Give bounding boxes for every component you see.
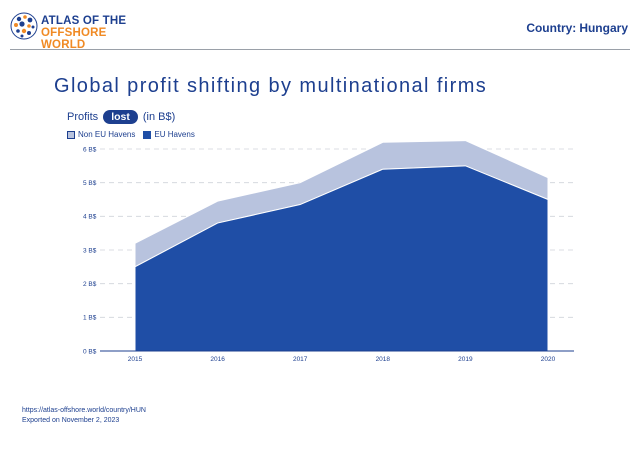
y-tick-label: 5 B$	[83, 180, 97, 187]
y-tick-label: 2 B$	[83, 281, 97, 288]
logo: ATLAS OF THE OFFSHORE WORLD	[10, 12, 150, 51]
chart-legend: Non EU Havens EU Havens	[67, 130, 203, 139]
x-tick-label: 2019	[458, 356, 473, 363]
globe-logo-icon	[10, 12, 38, 40]
x-tick-label: 2015	[128, 356, 143, 363]
subtitle-suffix: (in B$)	[142, 111, 176, 123]
x-tick-label: 2020	[541, 356, 556, 363]
x-tick-label: 2017	[293, 356, 308, 363]
footer: https://atlas-offshore.world/country/HUN…	[22, 406, 146, 425]
y-tick-label: 3 B$	[83, 247, 97, 254]
x-tick-label: 2016	[210, 356, 225, 363]
x-tick-label: 2018	[376, 356, 391, 363]
y-tick-label: 4 B$	[83, 214, 97, 221]
legend-label-non-eu: Non EU Havens	[78, 130, 136, 139]
country-label: Country: Hungary	[526, 21, 628, 35]
page-title: Global profit shifting by multinational …	[54, 75, 488, 97]
y-tick-label: 1 B$	[83, 315, 97, 322]
y-tick-label: 0 B$	[83, 348, 97, 355]
lost-toggle-pill[interactable]: lost	[103, 110, 138, 124]
footer-export-date: Exported on November 2, 2023	[22, 416, 120, 424]
country-prefix: Country:	[526, 21, 577, 35]
legend-item-eu[interactable]: EU Havens	[143, 130, 195, 139]
country-name: Hungary	[579, 21, 628, 35]
legend-swatch-eu	[143, 130, 152, 139]
chart-subtitle: Profits lost (in B$)	[67, 110, 175, 124]
logo-line-1: ATLAS OF THE	[41, 15, 127, 27]
header-divider	[10, 49, 630, 50]
legend-swatch-non-eu	[67, 130, 75, 139]
subtitle-prefix: Profits	[67, 111, 99, 123]
legend-item-non-eu[interactable]: Non EU Havens	[67, 130, 135, 139]
logo-line-2: OFFSHORE WORLD	[41, 27, 107, 51]
area-eu-havens	[134, 165, 549, 352]
y-tick-label: 6 B$	[83, 146, 97, 153]
footer-url[interactable]: https://atlas-offshore.world/country/HUN	[22, 407, 146, 414]
legend-label-eu: EU Havens	[154, 130, 195, 139]
